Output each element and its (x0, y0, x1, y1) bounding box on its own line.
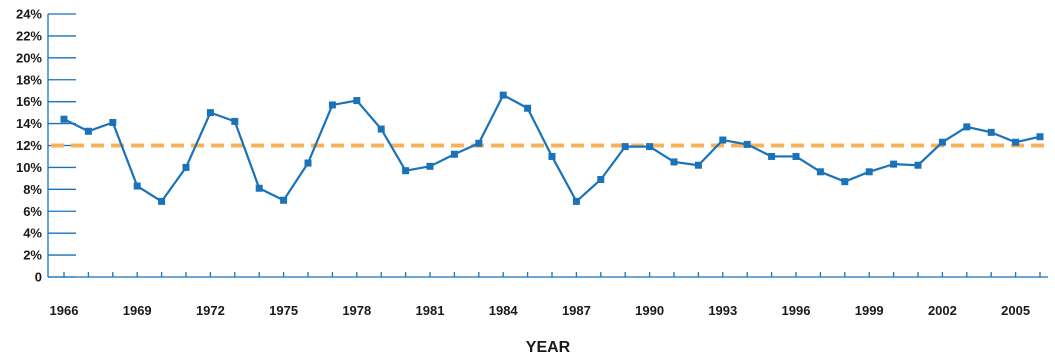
data-point (426, 162, 434, 170)
x-tick-label: 1972 (196, 303, 225, 318)
data-point (572, 197, 580, 205)
data-point (987, 128, 995, 136)
data-points (60, 91, 1044, 205)
y-tick-label: 6% (23, 204, 42, 219)
x-tick-label: 2005 (1001, 303, 1030, 318)
data-point (524, 104, 532, 112)
x-tick-label: 2002 (928, 303, 957, 318)
data-point (597, 175, 605, 183)
data-point (499, 91, 507, 99)
data-point (914, 161, 922, 169)
y-tick-label: 10% (16, 160, 42, 175)
y-tick-label: 12% (16, 138, 42, 153)
data-point (304, 159, 312, 167)
data-point (865, 168, 873, 176)
x-tick-label: 1975 (269, 303, 298, 318)
data-point (1036, 133, 1044, 141)
data-point (231, 117, 239, 125)
data-point (621, 143, 629, 151)
data-point (280, 196, 288, 204)
data-point (816, 168, 824, 176)
data-point (963, 123, 971, 131)
data-point (938, 138, 946, 146)
data-point (670, 158, 678, 166)
data-point (60, 115, 68, 123)
data-point (377, 125, 385, 133)
data-point (743, 140, 751, 148)
data-point (694, 161, 702, 169)
y-tick-label: 4% (23, 226, 42, 241)
x-tick-label: 1987 (562, 303, 591, 318)
x-tick-label: 1981 (416, 303, 445, 318)
x-axis: 1966 1969 1972 1975 1978 1981 1984 1987 1990 1993… (48, 272, 1048, 318)
data-point (84, 127, 92, 135)
data-point (450, 150, 458, 158)
data-point (1012, 138, 1020, 146)
y-tick-label: 16% (16, 94, 42, 109)
x-tick-label: 1996 (782, 303, 811, 318)
x-tick-label: 1966 (50, 303, 79, 318)
data-point (206, 109, 214, 117)
data-point (133, 182, 141, 190)
y-tick-label: 22% (16, 28, 42, 43)
data-point (646, 143, 654, 151)
data-point (182, 163, 190, 171)
x-tick-label: 1990 (635, 303, 664, 318)
data-point (402, 167, 410, 175)
data-point (719, 136, 727, 144)
y-tick-label: 18% (16, 72, 42, 87)
y-tick-label: 14% (16, 116, 42, 131)
data-point (328, 101, 336, 109)
y-tick-label: 20% (16, 50, 42, 65)
data-point (841, 178, 849, 186)
y-tick-label: 0 (35, 270, 42, 285)
data-point (353, 97, 361, 105)
data-point (548, 152, 556, 160)
x-tick-label: 1984 (489, 303, 519, 318)
data-point (475, 139, 483, 147)
y-tick-label: 2% (23, 248, 42, 263)
x-tick-label: 1978 (342, 303, 371, 318)
y-tick-label: 8% (23, 182, 42, 197)
x-tick-label: 1999 (855, 303, 884, 318)
data-point (792, 152, 800, 160)
data-point (890, 160, 898, 168)
data-point (109, 118, 117, 126)
x-tick-label: 1969 (123, 303, 152, 318)
x-axis-title: YEAR (526, 339, 571, 356)
data-point (255, 184, 263, 192)
y-axis: 0 2% 4% 6% 8% 10% 12% 14% 16% 18% 20% 22% 24% (16, 7, 76, 285)
data-point (768, 152, 776, 160)
data-point (158, 197, 166, 205)
x-tick-label: 1993 (708, 303, 737, 318)
y-tick-label: 24% (16, 7, 42, 22)
